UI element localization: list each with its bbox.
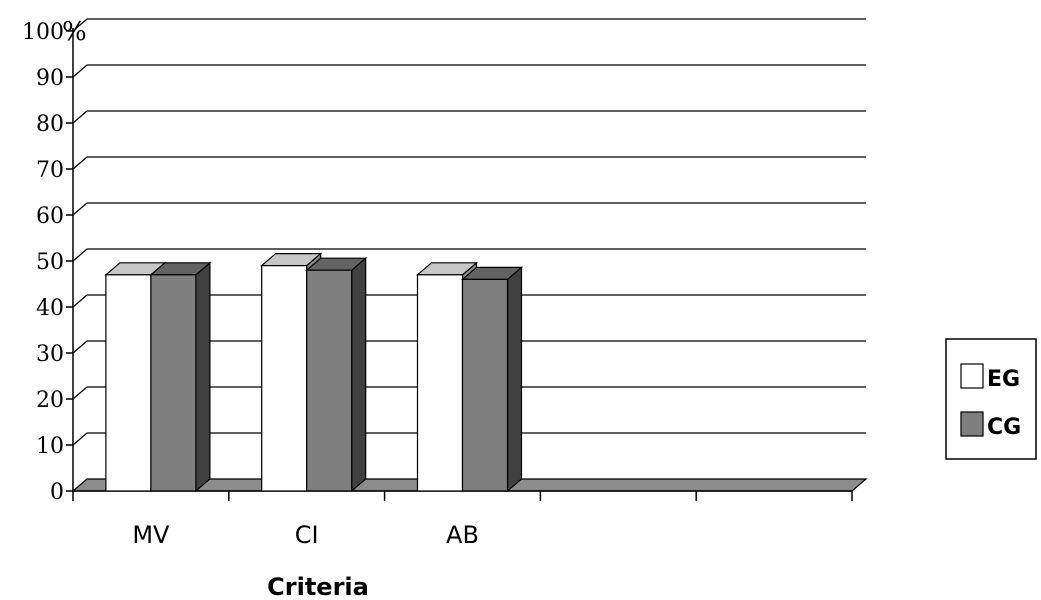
- y-tick-label: 40: [36, 296, 64, 321]
- y-tick-label: 60: [36, 204, 64, 229]
- x-tick-label: AB: [446, 521, 479, 549]
- x-axis: MV CI AB: [72, 490, 853, 549]
- y-tick-label: 10: [36, 434, 64, 459]
- y-tick-label: 20: [36, 388, 64, 413]
- y-tick-label: 100: [22, 20, 64, 45]
- legend-box: [945, 338, 1037, 460]
- y-tick-label: 50: [36, 250, 64, 275]
- bar-front: [416, 274, 464, 492]
- y-tick-label: 30: [36, 342, 64, 367]
- gridline-depth: [72, 202, 88, 216]
- x-tick-label: CI: [295, 521, 319, 549]
- bar-AB-EG: [415, 261, 479, 493]
- legend-swatch-CG: [960, 411, 984, 437]
- x-tick-label: MV: [132, 521, 170, 549]
- gridline-depth: [72, 64, 88, 78]
- gridline-depth: [72, 248, 88, 262]
- y-tick-label: 80: [36, 112, 64, 137]
- y-axis-label: %: [62, 17, 87, 47]
- y-tick-label: 70: [36, 158, 64, 183]
- gridline-depth: [72, 432, 88, 446]
- legend-label-EG: EG: [987, 367, 1020, 392]
- bar-front: [306, 269, 353, 492]
- bar-side: [506, 266, 523, 493]
- bar-MV-CG: [149, 261, 212, 493]
- gridline-depth: [72, 156, 88, 170]
- bar-side: [195, 261, 211, 493]
- legend: EG CG: [945, 338, 1037, 460]
- legend-swatch-EG: [960, 363, 984, 389]
- bar-front: [150, 274, 197, 492]
- gridline-depth: [72, 340, 88, 354]
- gridline-depth: [72, 294, 88, 308]
- bar-CI-CG: [305, 256, 368, 493]
- bar-front: [261, 265, 308, 492]
- y-tick-label: 0: [50, 480, 64, 505]
- gridline-depth: [72, 18, 88, 32]
- bar-AB-CG: [460, 266, 524, 493]
- y-tick-label: 90: [36, 66, 64, 91]
- y-axis: 0 10 20 30 40 50 60 70 80 90 100: [22, 20, 74, 505]
- gridline-depth: [72, 110, 88, 124]
- gridline-depth: [72, 386, 88, 400]
- x-axis-label: Criteria: [267, 573, 369, 600]
- legend-label-CG: CG: [987, 415, 1021, 440]
- bars: [104, 252, 524, 493]
- bar-side: [351, 256, 367, 493]
- bar-front: [461, 278, 509, 492]
- bar-front: [105, 274, 152, 492]
